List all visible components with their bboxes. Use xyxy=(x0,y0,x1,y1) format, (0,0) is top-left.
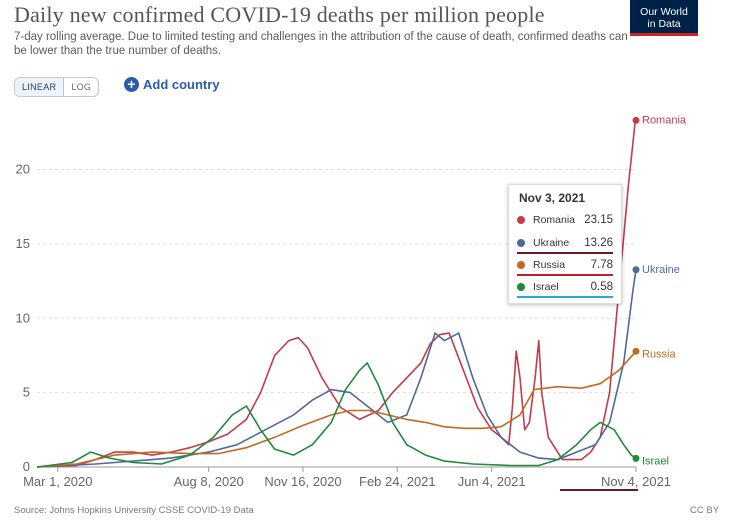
tooltip-name: Ukraine xyxy=(533,237,570,249)
x-tick-label: Feb 24, 2021 xyxy=(359,474,436,489)
tooltip-row-israel: Israel 0.58 xyxy=(517,279,613,295)
ukraine-dot-icon xyxy=(517,239,525,247)
end-point-romania xyxy=(632,116,640,124)
x-tick-label: Jun 4, 2021 xyxy=(458,474,526,489)
tooltip-name: Israel xyxy=(533,281,559,293)
tooltip-value: 23.15 xyxy=(584,214,613,226)
x-tick-highlight-underline xyxy=(560,489,638,491)
israel-underline xyxy=(517,296,613,298)
x-axis-ticks: Mar 1, 2020 Aug 8, 2020 Nov 16, 2020 Feb 24… xyxy=(23,467,671,489)
series-line-ukraine xyxy=(36,269,637,468)
logo-line-2: in Data xyxy=(647,18,681,30)
x-tick-label: Nov 16, 2020 xyxy=(264,474,341,489)
russia-underline xyxy=(517,274,613,276)
tooltip-date: Nov 3, 2021 xyxy=(519,191,586,205)
owid-logo[interactable]: Our World in Data xyxy=(630,0,698,36)
source-note[interactable]: Source: Johns Hopkins University CSSE CO… xyxy=(14,505,254,516)
y-tick-label: 5 xyxy=(23,385,30,400)
chart-subtitle: 7-day rolling average. Due to limited te… xyxy=(14,31,628,57)
x-tick-label: Mar 1, 2020 xyxy=(23,474,92,489)
y-tick-label: 10 xyxy=(16,310,30,325)
x-tick-label: Nov 4, 2021 xyxy=(601,474,671,489)
israel-dot-icon xyxy=(517,283,525,291)
tooltip-value: 13.26 xyxy=(584,237,613,249)
logo-line-1: Our World xyxy=(640,6,688,18)
tooltip-value: 0.58 xyxy=(590,281,613,293)
y-tick-label: 0 xyxy=(23,459,30,474)
chart-title: Daily new confirmed COVID-19 deaths per … xyxy=(14,2,545,27)
end-point-israel xyxy=(632,454,640,462)
y-tick-label: 15 xyxy=(16,236,30,251)
series-line-russia xyxy=(36,350,637,468)
end-label-romania: Romania xyxy=(642,114,687,126)
end-point-russia xyxy=(632,347,640,355)
x-tick-label: Aug 8, 2020 xyxy=(174,474,244,489)
y-tick-label: 20 xyxy=(16,162,30,177)
tooltip-value: 7.78 xyxy=(590,259,613,271)
scale-toggle: LINEAR LOG xyxy=(14,77,100,97)
series-lines xyxy=(36,116,640,468)
series-line-israel xyxy=(36,362,637,468)
end-label-russia: Russia xyxy=(642,348,677,360)
add-country-label: Add country xyxy=(143,77,220,92)
end-labels: Romania Ukraine Russia Israel xyxy=(642,114,687,467)
add-country-button[interactable]: + Add country xyxy=(124,77,220,92)
y-axis-ticks: 0 5 10 15 20 xyxy=(16,162,30,475)
license-label[interactable]: CC BY xyxy=(690,505,720,516)
log-scale-button[interactable]: LOG xyxy=(71,82,92,92)
ukraine-underline xyxy=(517,252,613,254)
tooltip-name: Romania xyxy=(533,214,576,226)
tooltip-row-ukraine: Ukraine 13.26 xyxy=(517,235,613,251)
tooltip-row-romania: Romania 23.15 xyxy=(517,212,613,228)
end-label-ukraine: Ukraine xyxy=(642,264,680,276)
end-label-israel: Israel xyxy=(642,455,669,467)
linear-scale-button[interactable]: LINEAR xyxy=(15,78,65,96)
russia-dot-icon xyxy=(517,261,525,269)
romania-dot-icon xyxy=(517,216,525,224)
end-point-ukraine xyxy=(632,266,640,274)
tooltip-row-russia: Russia 7.78 xyxy=(517,257,613,273)
tooltip-name: Russia xyxy=(533,259,566,271)
hover-tooltip: Nov 3, 2021 Romania 23.15 Ukraine 13.26 … xyxy=(508,184,622,304)
plus-circle-icon: + xyxy=(124,77,139,92)
